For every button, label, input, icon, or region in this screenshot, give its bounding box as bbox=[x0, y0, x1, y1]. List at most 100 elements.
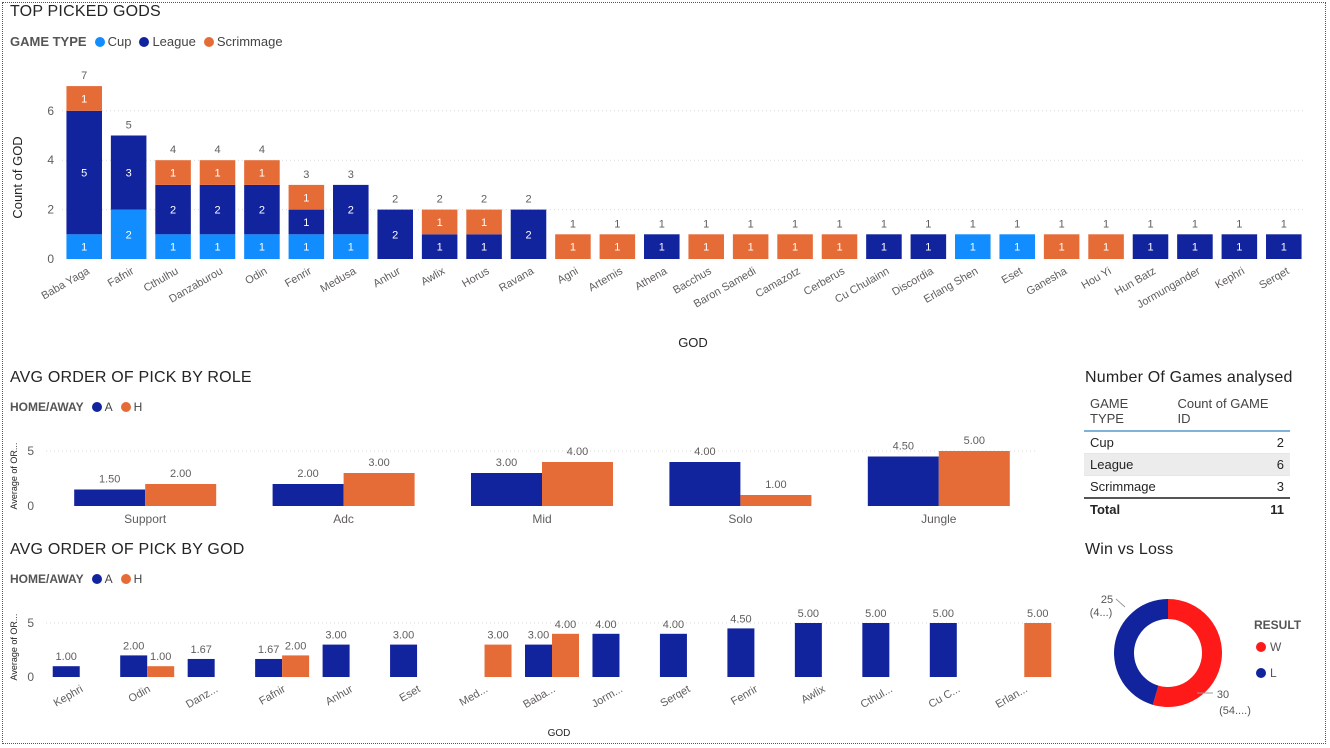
bar-segment[interactable] bbox=[777, 234, 813, 259]
bar[interactable] bbox=[659, 633, 687, 677]
bar-segment[interactable] bbox=[955, 234, 991, 259]
bar[interactable] bbox=[272, 484, 344, 506]
bar-segment[interactable] bbox=[421, 234, 458, 259]
donut-slice-l[interactable] bbox=[1114, 599, 1168, 705]
bar-segment[interactable] bbox=[66, 110, 102, 235]
bar[interactable] bbox=[255, 658, 283, 677]
bar-segment[interactable] bbox=[1266, 234, 1302, 259]
bar-segment[interactable] bbox=[288, 234, 325, 259]
bar-segment[interactable] bbox=[66, 86, 102, 111]
segment-label: 1 bbox=[1059, 242, 1065, 254]
segment-label: 1 bbox=[836, 242, 842, 254]
bar-segment[interactable] bbox=[1132, 234, 1169, 259]
bar[interactable] bbox=[145, 484, 217, 506]
bar-segment[interactable] bbox=[244, 160, 280, 185]
segment-label: 1 bbox=[1281, 242, 1287, 254]
bar-segment[interactable] bbox=[866, 234, 902, 259]
bar[interactable] bbox=[343, 473, 415, 506]
bar[interactable] bbox=[147, 666, 175, 677]
bar-segment[interactable] bbox=[155, 184, 191, 235]
bar-segment[interactable] bbox=[910, 234, 947, 259]
bar-segment[interactable] bbox=[466, 209, 502, 235]
bar-segment[interactable] bbox=[110, 209, 147, 259]
bar-segment[interactable] bbox=[732, 234, 769, 259]
legend-label-w[interactable]: W bbox=[1270, 640, 1282, 654]
bar-segment[interactable] bbox=[1221, 234, 1258, 259]
bar[interactable] bbox=[740, 495, 812, 506]
bar[interactable] bbox=[794, 623, 822, 677]
bar-segment[interactable] bbox=[510, 209, 547, 259]
x-tick-label: Medusa bbox=[318, 265, 359, 295]
legend-item-league[interactable]: League bbox=[139, 34, 196, 49]
legend-item-scrimmage[interactable]: Scrimmage bbox=[203, 34, 283, 49]
bar[interactable] bbox=[322, 644, 350, 677]
bar[interactable] bbox=[525, 644, 552, 677]
legend-item-cup[interactable]: Cup bbox=[94, 34, 131, 49]
bar[interactable] bbox=[727, 628, 755, 677]
bar-segment[interactable] bbox=[421, 209, 458, 235]
legend-item-h[interactable]: H bbox=[120, 572, 142, 586]
bar-segment[interactable] bbox=[1088, 234, 1124, 259]
legend-item-h[interactable]: H bbox=[120, 400, 142, 414]
bar-segment[interactable] bbox=[644, 234, 680, 259]
legend-item-a[interactable]: A bbox=[91, 400, 113, 414]
bar-segment[interactable] bbox=[155, 234, 191, 259]
bar-total-label: 1 bbox=[659, 218, 665, 230]
table-row: Scrimmage 3 bbox=[1084, 475, 1290, 499]
bar-segment[interactable] bbox=[821, 234, 858, 259]
bar-segment[interactable] bbox=[377, 209, 413, 259]
bar[interactable] bbox=[471, 473, 542, 506]
bar[interactable] bbox=[1024, 623, 1052, 677]
bar-segment[interactable] bbox=[199, 234, 236, 259]
donut-slice-w[interactable] bbox=[1152, 599, 1222, 707]
bar-segment[interactable] bbox=[333, 234, 369, 259]
bar-segment[interactable] bbox=[66, 234, 102, 259]
bar-segment[interactable] bbox=[288, 209, 325, 235]
bar-segment[interactable] bbox=[288, 184, 325, 210]
bar-segment[interactable] bbox=[688, 234, 724, 259]
bar[interactable] bbox=[669, 462, 741, 506]
bar[interactable] bbox=[929, 623, 957, 677]
bar[interactable] bbox=[187, 658, 215, 677]
bar-segment[interactable] bbox=[333, 184, 369, 235]
bar[interactable] bbox=[484, 644, 512, 677]
bar[interactable] bbox=[542, 462, 613, 506]
bar[interactable] bbox=[552, 633, 579, 677]
bar-segment[interactable] bbox=[999, 234, 1035, 259]
bar[interactable] bbox=[390, 644, 418, 677]
bar-segment[interactable] bbox=[199, 184, 236, 235]
bar-segment[interactable] bbox=[155, 160, 191, 185]
bar-segment[interactable] bbox=[1177, 234, 1213, 259]
bar[interactable] bbox=[52, 666, 80, 677]
legend-item-a[interactable]: A bbox=[91, 572, 113, 586]
bar-segment[interactable] bbox=[555, 234, 591, 259]
bar[interactable] bbox=[592, 633, 620, 677]
bar-segment[interactable] bbox=[599, 234, 636, 259]
segment-label: 1 bbox=[214, 242, 220, 254]
segment-label: 1 bbox=[303, 242, 309, 254]
segment-label: 5 bbox=[81, 168, 87, 180]
bar[interactable] bbox=[867, 456, 939, 507]
bar-value-label: 4.00 bbox=[567, 446, 588, 458]
legend-label-l[interactable]: L bbox=[1270, 666, 1277, 680]
column-header-count[interactable]: Count of GAME ID bbox=[1171, 392, 1290, 432]
bar-segment[interactable] bbox=[1043, 234, 1080, 259]
bar-total-label: 1 bbox=[1147, 218, 1153, 230]
bar-segment[interactable] bbox=[110, 135, 147, 210]
segment-label: 1 bbox=[170, 168, 176, 180]
bar-segment[interactable] bbox=[244, 234, 280, 259]
bar[interactable] bbox=[938, 451, 1010, 506]
bar[interactable] bbox=[120, 655, 148, 677]
bar-total-label: 1 bbox=[703, 218, 709, 230]
x-axis-title: GOD bbox=[678, 335, 708, 350]
bar-segment[interactable] bbox=[466, 234, 502, 259]
bar-value-label: 1.00 bbox=[765, 479, 786, 491]
y-tick-label: 2 bbox=[47, 203, 54, 217]
bar[interactable] bbox=[282, 655, 310, 677]
bar-segment[interactable] bbox=[244, 184, 280, 235]
bar[interactable] bbox=[74, 489, 146, 507]
y-tick-label: 4 bbox=[47, 153, 54, 167]
column-header-game-type[interactable]: GAME TYPE bbox=[1084, 392, 1172, 432]
bar-segment[interactable] bbox=[199, 160, 236, 185]
bar[interactable] bbox=[862, 623, 890, 677]
